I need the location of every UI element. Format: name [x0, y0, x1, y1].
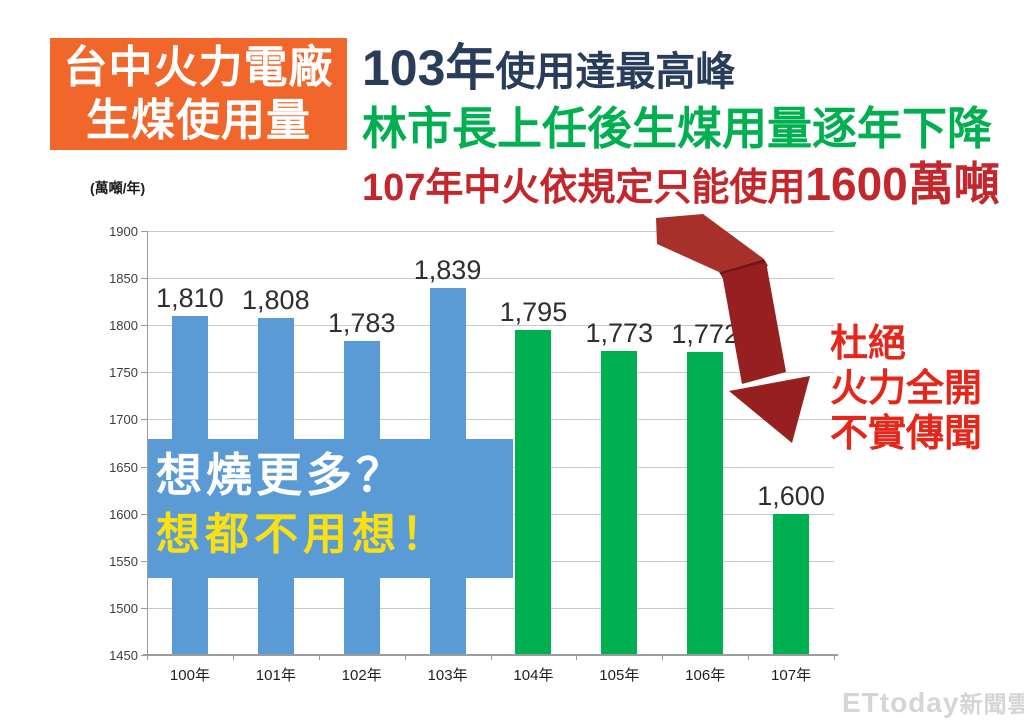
- y-tick-label: 1650: [109, 459, 138, 475]
- headline-line3-text: 107年中火依規定只能使用: [362, 167, 806, 209]
- annotation-line2: 火力全開: [830, 368, 983, 410]
- badge-line2: 生煤使用量: [86, 96, 311, 145]
- headline-block: 103年使用達最高峰 林市長上任後生煤用量逐年下降 107年中火依規定只能使用1…: [362, 40, 1022, 214]
- y-tick: [141, 419, 147, 421]
- bar-value-label: 1,808: [242, 284, 310, 315]
- gridline: [147, 278, 834, 280]
- gridline: [147, 231, 834, 232]
- watermark-brand: ETtoday: [842, 687, 960, 718]
- x-tick: [662, 655, 664, 660]
- x-tick: [318, 655, 320, 660]
- bar-value-label: 1,772: [671, 318, 739, 349]
- y-tick: [141, 513, 147, 515]
- x-category-label: 103年: [427, 667, 468, 684]
- callout-box: 想燒更多？ 想都不用想！: [148, 439, 513, 578]
- gridline: [147, 372, 834, 374]
- y-tick: [141, 325, 147, 327]
- bar-value-label: 1,810: [156, 282, 224, 313]
- y-tick-label: 1900: [109, 224, 138, 239]
- x-tick: [490, 655, 492, 660]
- x-category-label: 100年: [169, 667, 210, 684]
- y-tick-label: 1700: [109, 412, 138, 428]
- x-category-label: 107年: [771, 667, 812, 684]
- y-tick: [141, 466, 147, 468]
- x-category-label: 104年: [513, 667, 554, 684]
- x-category-label: 102年: [341, 667, 382, 684]
- callout-line1: 想燒更多？: [156, 449, 406, 501]
- x-tick: [834, 655, 835, 660]
- gridline: [147, 607, 834, 609]
- bar-value-label: 1,600: [757, 480, 825, 511]
- y-tick: [141, 607, 147, 609]
- y-tick: [141, 372, 147, 374]
- watermark: ETtoday新聞雲: [842, 685, 1024, 719]
- headline-line1-year: 103年: [362, 40, 496, 96]
- x-category-label: 101年: [255, 667, 296, 684]
- bar-104年: [515, 329, 552, 655]
- bar-value-label: 1,839: [413, 255, 482, 286]
- y-tick: [141, 231, 147, 232]
- x-tick: [404, 655, 406, 660]
- y-tick-label: 1850: [109, 271, 138, 287]
- annotation-line3: 不實傳聞: [830, 413, 983, 455]
- x-tick: [576, 655, 578, 660]
- badge-line1: 台中火力電廠: [63, 43, 334, 92]
- headline-line3: 107年中火依規定只能使用1600萬噸: [362, 158, 1022, 214]
- annotation-line1: 杜絕: [830, 323, 907, 365]
- headline-line2: 林市長上任後生煤用量逐年下降: [362, 103, 993, 154]
- y-tick-label: 1450: [109, 648, 138, 663]
- y-tick-label: 1550: [109, 553, 138, 569]
- x-tick: [147, 655, 148, 660]
- y-tick-label: 1500: [109, 600, 138, 616]
- headline-line1-rest: 使用達最高峰: [495, 50, 736, 94]
- headline-line1: 103年使用達最高峰: [362, 40, 1022, 100]
- bar-value-label: 1,795: [499, 296, 568, 327]
- gridline: [147, 325, 834, 327]
- y-tick-label: 1800: [109, 318, 138, 334]
- headline-line3-highlight: 1600萬噸: [805, 158, 1000, 210]
- y-tick-label: 1600: [109, 506, 138, 522]
- x-category-label: 106年: [685, 667, 726, 684]
- bar-value-label: 1,773: [585, 317, 654, 348]
- x-category-label: 105年: [599, 667, 640, 684]
- y-tick: [141, 560, 147, 562]
- y-axis-line: [147, 231, 148, 655]
- callout-line2: 想都不用想！: [156, 510, 450, 559]
- x-tick: [748, 655, 750, 660]
- annotation-text: 杜絕 火力全開 不實傳聞: [830, 322, 982, 457]
- x-tick: [232, 655, 234, 660]
- bar-106年: [687, 351, 724, 655]
- bar-107年: [773, 513, 810, 655]
- gridline: [147, 419, 834, 421]
- x-axis-line: [143, 654, 838, 656]
- watermark-suffix: 新聞雲: [959, 691, 1024, 717]
- bar-105年: [601, 350, 638, 655]
- title-badge: 台中火力電廠 生煤使用量: [50, 38, 347, 150]
- y-tick-label: 1750: [109, 365, 138, 381]
- y-axis-unit-label: (萬噸/年): [90, 180, 146, 196]
- bar-value-label: 1,783: [327, 308, 396, 339]
- y-tick: [141, 278, 147, 280]
